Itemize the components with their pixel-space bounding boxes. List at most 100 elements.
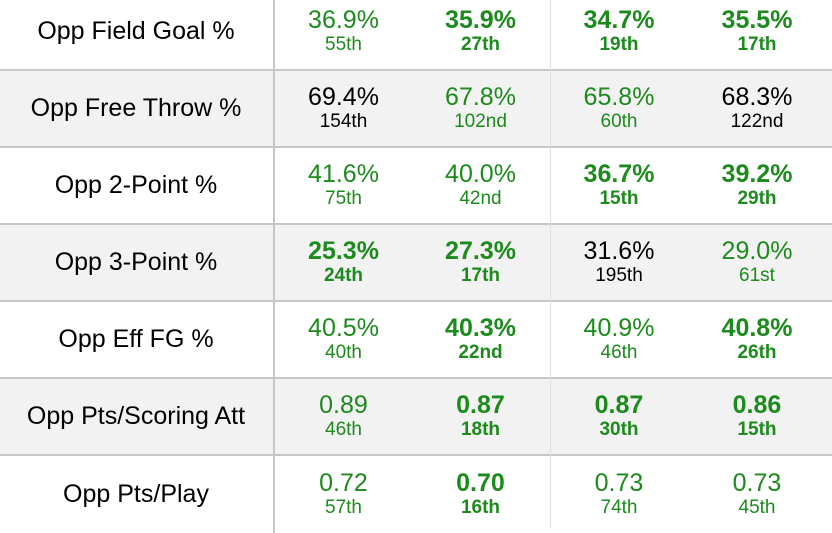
table-row: Opp Pts/Play 0.72 57th 0.70 16th 0.73 74th … — [0, 456, 832, 533]
row-label: Opp Eff FG % — [58, 325, 214, 353]
stat-rank: 19th — [599, 34, 639, 55]
column-divider — [550, 0, 551, 528]
stat-rank: 57th — [325, 497, 362, 518]
stat-value: 68.3% — [721, 83, 793, 111]
stat-cell: 35.5% 17th — [688, 0, 826, 69]
stat-cell: 0.70 16th — [411, 456, 550, 533]
stat-rank: 27th — [460, 34, 501, 55]
stat-rank: 24th — [323, 265, 364, 286]
stat-cell: 67.8% 102nd — [411, 71, 550, 146]
stat-value: 36.9% — [308, 6, 379, 34]
stat-rank: 61st — [739, 265, 775, 286]
stat-rank: 18th — [460, 419, 501, 440]
stat-rank: 15th — [599, 188, 639, 209]
stat-cell: 40.8% 26th — [688, 302, 826, 377]
stat-cell: 27.3% 17th — [411, 225, 550, 300]
table-row: Opp Field Goal % 36.9% 55th 35.9% 27th 34.… — [0, 0, 832, 71]
stat-rank: 17th — [460, 265, 501, 286]
stat-value: 34.7% — [583, 6, 655, 34]
row-label: Opp Field Goal % — [37, 17, 235, 45]
column-divider — [273, 148, 275, 223]
stat-cell: 40.3% 22nd — [411, 302, 550, 377]
stat-rank: 16th — [460, 497, 501, 518]
stat-value: 0.72 — [319, 469, 368, 497]
column-divider — [273, 456, 275, 533]
stat-rank: 102nd — [454, 111, 507, 132]
stat-value: 67.8% — [445, 83, 516, 111]
stat-cell: 69.4% 154th — [276, 71, 411, 146]
stat-cell: 39.2% 29th — [688, 148, 826, 223]
stat-cell: 40.0% 42nd — [411, 148, 550, 223]
row-label: Opp Free Throw % — [30, 94, 242, 122]
stat-rank: 15th — [737, 419, 777, 440]
stat-cell: 0.86 15th — [688, 379, 826, 454]
stat-cell: 0.73 74th — [550, 456, 688, 533]
row-label: Opp 2-Point % — [54, 171, 218, 199]
stat-cell: 0.89 46th — [276, 379, 411, 454]
stat-value: 41.6% — [308, 160, 379, 188]
stat-rank: 154th — [319, 111, 368, 132]
stat-value: 0.89 — [319, 391, 368, 419]
column-divider — [273, 0, 275, 69]
stat-value: 0.86 — [732, 391, 782, 419]
stat-value: 27.3% — [445, 237, 516, 265]
table-row: Opp 3-Point % 25.3% 24th 27.3% 17th 31.6% 1… — [0, 225, 832, 302]
stat-value: 31.6% — [583, 237, 655, 265]
stat-value: 40.0% — [445, 160, 516, 188]
stat-rank: 30th — [599, 419, 639, 440]
stat-rank: 29th — [737, 188, 777, 209]
stat-cell: 0.87 30th — [550, 379, 688, 454]
stat-cell: 40.9% 46th — [550, 302, 688, 377]
stat-value: 40.9% — [583, 314, 655, 342]
stat-rank: 22nd — [458, 342, 503, 363]
stat-value: 0.87 — [456, 391, 505, 419]
stat-rank: 55th — [325, 34, 362, 55]
stat-value: 40.5% — [308, 314, 379, 342]
stat-value: 29.0% — [721, 237, 793, 265]
stat-rank: 60th — [600, 111, 638, 132]
stat-rank: 26th — [737, 342, 777, 363]
column-divider — [273, 225, 275, 300]
stat-value: 0.87 — [594, 391, 644, 419]
stat-cell: 31.6% 195th — [550, 225, 688, 300]
stat-cell: 34.7% 19th — [550, 0, 688, 69]
stat-cell: 0.87 18th — [411, 379, 550, 454]
row-label: Opp Pts/Scoring Att — [26, 402, 246, 430]
table-row: Opp Pts/Scoring Att 0.89 46th 0.87 18th 0.… — [0, 379, 832, 456]
stat-value: 69.4% — [308, 83, 379, 111]
stat-value: 36.7% — [583, 160, 655, 188]
stat-cell: 29.0% 61st — [688, 225, 826, 300]
stat-value: 0.70 — [456, 469, 505, 497]
stat-cell: 41.6% 75th — [276, 148, 411, 223]
stat-value: 40.3% — [445, 314, 516, 342]
stat-value: 65.8% — [583, 83, 655, 111]
stat-value: 40.8% — [721, 314, 793, 342]
row-label: Opp Pts/Play — [63, 480, 209, 508]
stat-cell: 65.8% 60th — [550, 71, 688, 146]
stat-rank: 46th — [325, 419, 362, 440]
stat-value: 0.73 — [594, 469, 644, 497]
stat-cell: 36.7% 15th — [550, 148, 688, 223]
row-label: Opp 3-Point % — [54, 248, 218, 276]
stat-cell: 40.5% 40th — [276, 302, 411, 377]
column-divider — [273, 302, 275, 377]
stat-rank: 122nd — [730, 111, 784, 132]
stat-cell: 0.73 45th — [688, 456, 826, 533]
stat-cell: 68.3% 122nd — [688, 71, 826, 146]
stat-value: 39.2% — [721, 160, 793, 188]
stat-rank: 46th — [600, 342, 638, 363]
stat-rank: 45th — [738, 497, 776, 518]
column-divider — [273, 379, 275, 454]
stat-rank: 75th — [325, 188, 362, 209]
stat-cell: 36.9% 55th — [276, 0, 411, 69]
stat-value: 35.5% — [721, 6, 793, 34]
stat-cell: 25.3% 24th — [276, 225, 411, 300]
stat-cell: 0.72 57th — [276, 456, 411, 533]
column-divider — [273, 71, 275, 146]
stat-rank: 40th — [325, 342, 362, 363]
stat-value: 35.9% — [445, 6, 516, 34]
stat-rank: 74th — [600, 497, 638, 518]
stat-rank: 195th — [595, 265, 643, 286]
stat-cell: 35.9% 27th — [411, 0, 550, 69]
